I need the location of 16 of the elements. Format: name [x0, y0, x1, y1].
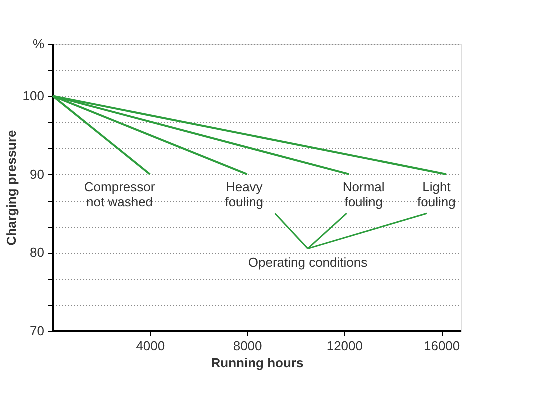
y-tick-label: 100: [22, 88, 44, 104]
annotation: Light fouling: [418, 179, 456, 210]
annotation: Operating conditions: [248, 254, 368, 270]
annotation: Normal fouling: [342, 179, 385, 210]
y-axis-title: Charging pressure: [4, 130, 19, 246]
x-axis-title: Running hours: [211, 356, 304, 370]
annotation: Compressor not washed: [84, 179, 156, 210]
annotation: Heavy fouling: [225, 179, 264, 210]
y-tick-label: 70: [30, 324, 44, 338]
x-tick-label: 16000: [424, 338, 460, 354]
x-tick-label: 4000: [136, 338, 166, 354]
y-tick-label: %: [32, 36, 45, 52]
y-tick-label: 80: [30, 245, 44, 260]
x-tick-label: 8000: [233, 338, 262, 354]
x-tick-label: 12000: [326, 338, 364, 354]
y-tick-label: 90: [30, 166, 44, 182]
